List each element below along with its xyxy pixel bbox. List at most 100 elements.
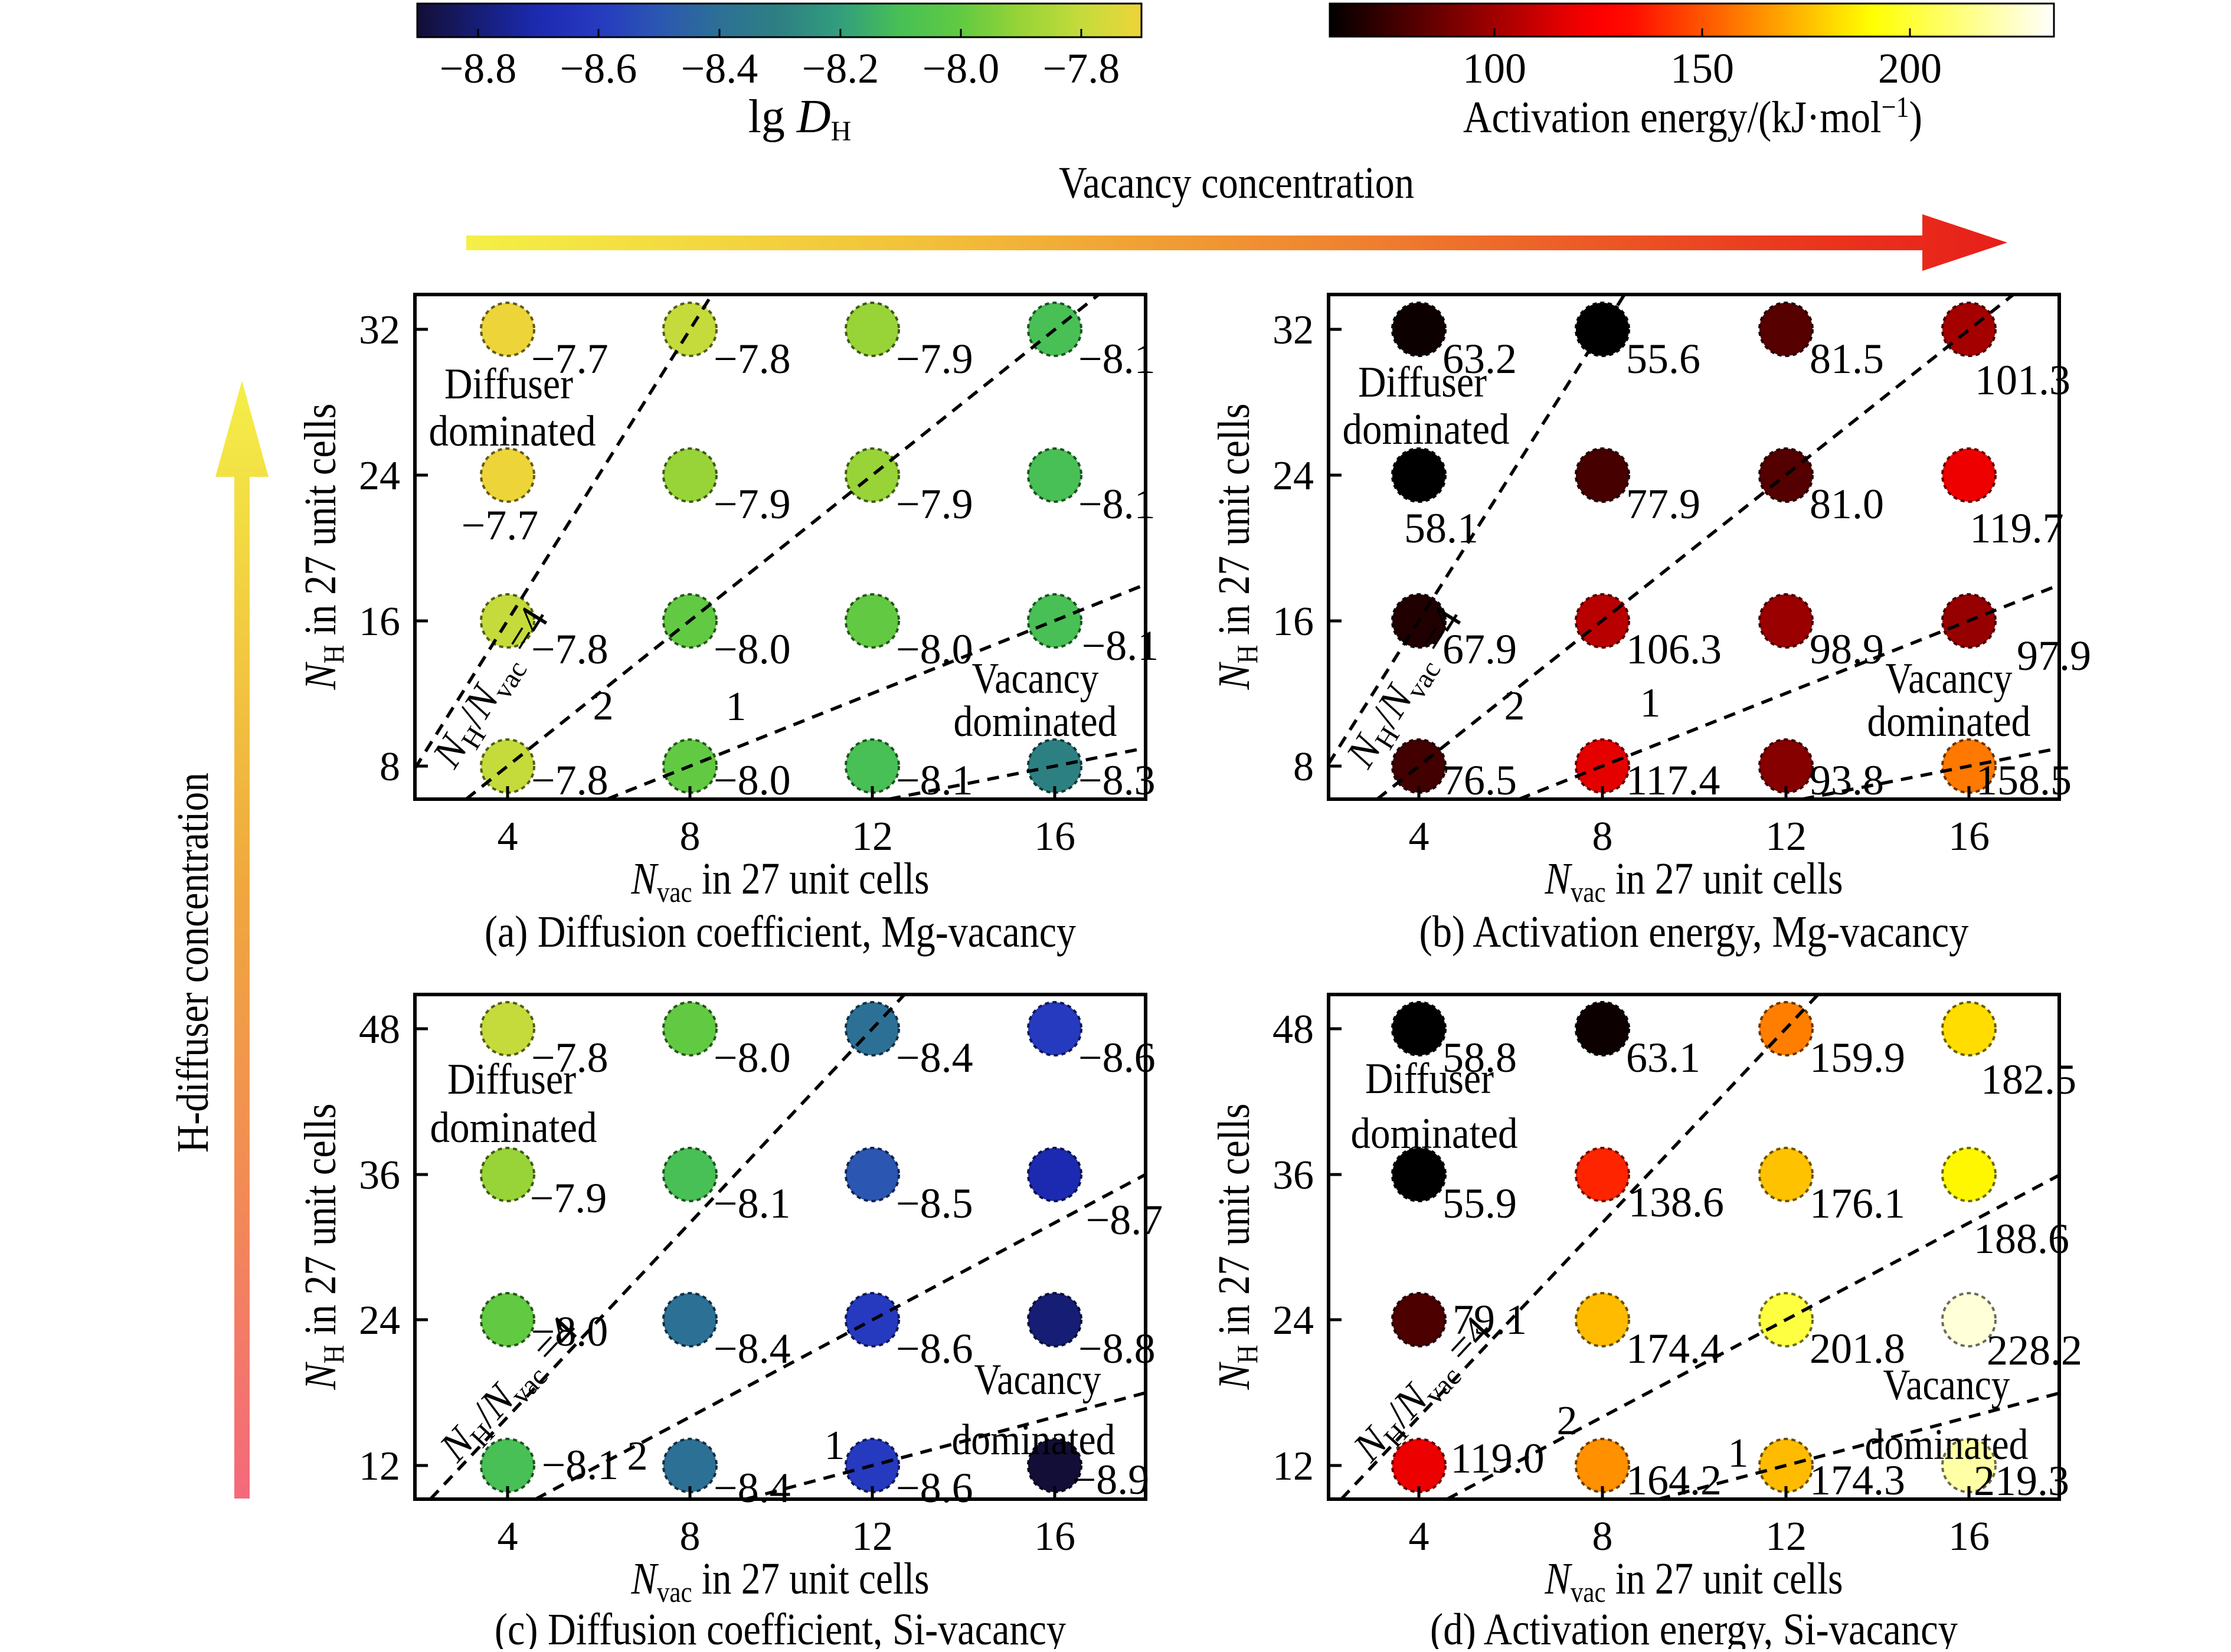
svg-text:−8.6: −8.6: [896, 1464, 973, 1512]
svg-text:2: 2: [627, 1434, 648, 1479]
svg-text:4: 4: [1409, 814, 1429, 859]
svg-text:16: 16: [1272, 599, 1314, 645]
svg-text:−8.1: −8.1: [714, 1180, 791, 1227]
svg-text:81.5: 81.5: [1810, 335, 1884, 382]
svg-text:79.1: 79.1: [1453, 1296, 1527, 1343]
svg-text:−7.8: −7.8: [714, 335, 791, 382]
svg-text:−7.7: −7.7: [462, 502, 539, 549]
svg-text:48: 48: [1272, 1007, 1314, 1052]
svg-text:101.3: 101.3: [1975, 356, 2070, 404]
svg-text:24: 24: [359, 453, 400, 499]
svg-text:dominated: dominated: [429, 407, 596, 456]
svg-text:138.6: 138.6: [1628, 1179, 1724, 1226]
svg-text:(b) Activation energy, Mg-vaca: (b) Activation energy, Mg-vacancy: [1419, 907, 1969, 957]
svg-text:1: 1: [1728, 1431, 1749, 1476]
svg-text:174.4: 174.4: [1626, 1325, 1722, 1372]
svg-text:−8.0: −8.0: [896, 626, 973, 673]
svg-text:dominated: dominated: [952, 1416, 1116, 1464]
svg-text:Diffuser: Diffuser: [1365, 1055, 1494, 1103]
svg-text:NH in 27 unit cells: NH in 27 unit cells: [1209, 404, 1264, 691]
svg-text:−7.9: −7.9: [896, 335, 973, 382]
svg-text:58.8: 58.8: [1442, 1034, 1517, 1081]
svg-text:−8.4: −8.4: [714, 1325, 791, 1372]
svg-text:4: 4: [498, 814, 518, 859]
svg-text:12: 12: [852, 814, 893, 859]
svg-text:Diffuser: Diffuser: [447, 1055, 576, 1104]
svg-text:16: 16: [1034, 814, 1075, 859]
svg-text:−7.8: −7.8: [531, 757, 609, 804]
svg-text:−8.0: −8.0: [531, 1308, 609, 1355]
svg-text:−8.5: −8.5: [896, 1180, 973, 1227]
svg-text:8: 8: [1592, 1514, 1613, 1559]
svg-text:8: 8: [680, 814, 701, 859]
svg-text:Activation energy/(kJ·mol−1): Activation energy/(kJ·mol−1): [1463, 90, 1922, 142]
svg-text:32: 32: [359, 307, 400, 353]
svg-text:16: 16: [1948, 1514, 1990, 1559]
svg-text:dominated: dominated: [1351, 1110, 1518, 1158]
svg-text:−7.8: −7.8: [1043, 45, 1120, 92]
svg-text:36: 36: [359, 1153, 400, 1198]
svg-text:77.9: 77.9: [1626, 480, 1700, 528]
svg-text:12: 12: [1272, 1444, 1314, 1489]
svg-text:Vacancy: Vacancy: [972, 655, 1099, 703]
svg-text:12: 12: [852, 1514, 893, 1559]
svg-text:−8.8: −8.8: [440, 45, 517, 92]
svg-text:−8.1: −8.1: [896, 757, 973, 804]
svg-text:201.8: 201.8: [1810, 1325, 1905, 1372]
svg-text:219.3: 219.3: [1974, 1457, 2069, 1504]
svg-text:H-diffuser concentration: H-diffuser concentration: [168, 773, 218, 1153]
svg-text:−8.4: −8.4: [896, 1034, 973, 1081]
svg-text:Diffuser: Diffuser: [1358, 358, 1487, 407]
svg-text:1: 1: [1640, 681, 1661, 726]
svg-text:−8.4: −8.4: [714, 1464, 791, 1512]
svg-text:−8.6: −8.6: [560, 45, 637, 92]
svg-text:228.2: 228.2: [1987, 1327, 2082, 1374]
svg-text:dominated: dominated: [1867, 698, 2031, 746]
svg-text:−8.6: −8.6: [1078, 1034, 1156, 1081]
svg-text:164.2: 164.2: [1626, 1457, 1722, 1504]
svg-text:Diffuser: Diffuser: [444, 360, 573, 408]
svg-text:dominated: dominated: [1343, 405, 1510, 454]
svg-text:117.4: 117.4: [1626, 757, 1720, 804]
svg-text:−8.0: −8.0: [714, 757, 791, 804]
svg-text:1: 1: [825, 1423, 845, 1468]
svg-text:158.5: 158.5: [1976, 757, 2072, 804]
svg-text:2: 2: [593, 683, 614, 729]
svg-text:2: 2: [1557, 1398, 1578, 1444]
svg-text:−8.8: −8.8: [1078, 1325, 1156, 1372]
svg-text:Vacancy: Vacancy: [1883, 1361, 2010, 1409]
svg-text:−8.9: −8.9: [1072, 1456, 1150, 1503]
svg-text:−7.9: −7.9: [530, 1175, 607, 1222]
svg-text:−8.0: −8.0: [714, 626, 791, 673]
svg-text:12: 12: [359, 1444, 400, 1489]
svg-text:−8.1: −8.1: [542, 1441, 619, 1489]
svg-text:4: 4: [498, 1514, 518, 1559]
svg-text:(a) Diffusion coefficient, Mg-: (a) Diffusion coefficient, Mg-vacancy: [485, 907, 1076, 957]
svg-text:150: 150: [1670, 45, 1734, 92]
svg-text:NH in 27 unit cells: NH in 27 unit cells: [296, 1104, 350, 1391]
svg-text:dominated: dominated: [430, 1104, 597, 1152]
svg-text:Nvac in 27 unit cells: Nvac in 27 unit cells: [631, 854, 930, 908]
svg-text:16: 16: [1948, 814, 1990, 859]
svg-text:76.5: 76.5: [1442, 757, 1517, 804]
svg-text:97.9: 97.9: [2017, 632, 2091, 679]
svg-text:−7.8: −7.8: [531, 1034, 609, 1081]
svg-text:NH in 27 unit cells: NH in 27 unit cells: [296, 404, 350, 691]
svg-text:16: 16: [359, 599, 400, 645]
svg-text:−7.7: −7.7: [531, 335, 609, 382]
svg-text:81.0: 81.0: [1810, 480, 1884, 528]
svg-text:176.1: 176.1: [1810, 1180, 1905, 1227]
svg-text:182.5: 182.5: [1981, 1056, 2076, 1103]
svg-text:(d) Activation energy, Si-vaca: (d) Activation energy, Si-vacancy: [1430, 1605, 1958, 1649]
svg-text:100: 100: [1463, 45, 1526, 92]
svg-text:58.1: 58.1: [1404, 505, 1478, 552]
svg-text:63.1: 63.1: [1626, 1034, 1700, 1081]
svg-text:1: 1: [726, 684, 747, 730]
svg-text:24: 24: [359, 1298, 400, 1343]
svg-text:48: 48: [359, 1007, 400, 1052]
svg-text:8: 8: [380, 744, 400, 790]
svg-text:159.9: 159.9: [1810, 1034, 1905, 1081]
svg-text:200: 200: [1878, 45, 1942, 92]
svg-text:(c) Diffusion coefficient, Si-: (c) Diffusion coefficient, Si-vacancy: [495, 1605, 1066, 1649]
svg-text:55.9: 55.9: [1442, 1180, 1517, 1227]
